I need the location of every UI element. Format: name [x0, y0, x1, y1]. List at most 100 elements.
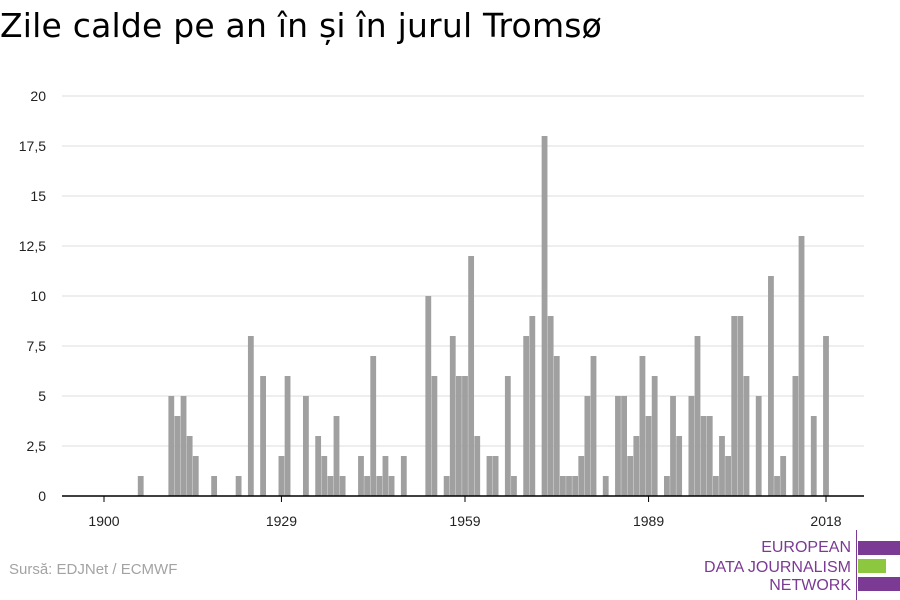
bar-1936: [321, 456, 328, 496]
bar-1967: [511, 476, 517, 496]
edjnet-logo: EUROPEAN DATA JOURNALISM NETWORK: [700, 530, 900, 600]
bar-1996: [688, 396, 695, 496]
bar-1953: [425, 296, 432, 496]
bar-1977: [572, 476, 579, 496]
bar-1989: [645, 416, 652, 496]
y-tick-label: 20: [30, 88, 46, 104]
bar-1924: [247, 336, 254, 496]
y-tick-label: 7,5: [27, 338, 47, 354]
bar-1915: [192, 456, 199, 496]
bar-2000: [712, 476, 719, 496]
bar-1958: [455, 376, 462, 496]
bar-1976: [566, 476, 572, 496]
x-tick-label: 1929: [266, 513, 297, 529]
bar-1961: [474, 436, 481, 496]
bar-1972: [541, 136, 548, 496]
y-tick-label: 15: [30, 188, 46, 204]
bar-2002: [725, 456, 732, 496]
bar-1937: [327, 476, 334, 496]
bar-2014: [798, 236, 805, 496]
x-axis-labels: 1900 1929 1959 1989 2018: [88, 496, 842, 529]
x-tick-label: 1959: [449, 513, 480, 529]
bar-1938: [333, 416, 340, 496]
bar-2010: [774, 476, 780, 496]
bar-1980: [590, 356, 597, 496]
bar-1993: [670, 396, 676, 496]
bar-1933: [303, 396, 309, 496]
bar-1959: [462, 376, 468, 496]
bar-1918: [211, 476, 218, 496]
bar-1935: [315, 436, 322, 496]
bar-1914: [186, 436, 193, 496]
logo-divider: [856, 530, 857, 600]
bar-2005: [743, 376, 750, 496]
x-tick-label: 1989: [633, 513, 664, 529]
y-tick-label: 17,5: [19, 138, 46, 154]
bar-1930: [284, 376, 291, 496]
bar-2016: [810, 416, 817, 496]
bar-1992: [664, 476, 670, 496]
bar-2009: [768, 276, 774, 496]
logo-bar-green: [858, 559, 886, 573]
bar-1946: [382, 456, 389, 496]
bar-1926: [260, 376, 266, 496]
bar-1913: [180, 396, 187, 496]
logo-line-1: EUROPEAN: [761, 539, 851, 556]
y-tick-label: 10: [30, 288, 46, 304]
bar-2004: [737, 316, 744, 496]
bar-1975: [559, 476, 566, 496]
bar-1911: [168, 396, 175, 496]
logo-bar-purple-bottom: [858, 577, 900, 591]
bar-1999: [706, 416, 713, 496]
bar-1998: [700, 416, 707, 496]
bar-1942: [358, 456, 364, 496]
bar-1957: [449, 336, 456, 496]
logo-line-2: DATA JOURNALISM: [704, 559, 851, 576]
bar-1944: [370, 356, 377, 496]
bar-1954: [431, 376, 438, 496]
y-tick-label: 0: [38, 488, 46, 504]
y-tick-label: 12,5: [19, 238, 46, 254]
bar-1956: [443, 476, 450, 496]
bar-1960: [468, 256, 475, 496]
bar-1994: [676, 436, 683, 496]
source-note: Sursă: EDJNet / ECMWF: [9, 561, 178, 578]
bar-2001: [719, 436, 725, 496]
x-tick-label: 1900: [88, 513, 119, 529]
bar-1997: [694, 336, 701, 496]
bar-1984: [615, 396, 621, 496]
bar-1947: [388, 476, 395, 496]
bar-1964: [492, 456, 499, 496]
bar-1987: [633, 436, 640, 496]
y-tick-label: 5: [38, 388, 46, 404]
chart-title: Zile calde pe an în și în jurul Tromsø: [0, 6, 603, 45]
bar-1985: [621, 396, 627, 496]
bar-1970: [529, 316, 536, 496]
bar-1906: [137, 476, 144, 496]
bar-1988: [639, 356, 646, 496]
bar-1982: [602, 476, 609, 496]
bar-2003: [731, 316, 738, 496]
bars: [137, 136, 829, 496]
bar-2011: [780, 456, 787, 496]
bar-1978: [578, 456, 585, 496]
x-tick-label: 2018: [810, 513, 841, 529]
bar-1990: [651, 376, 658, 496]
bar-1969: [523, 336, 530, 496]
bar-1922: [235, 476, 242, 496]
logo-bar-purple-top: [858, 541, 900, 555]
logo-line-3: NETWORK: [769, 577, 851, 594]
bar-1979: [584, 396, 591, 496]
y-tick-label: 2,5: [27, 438, 47, 454]
bar-2007: [755, 396, 762, 496]
bar-1929: [278, 456, 285, 496]
y-axis-labels: 0 2,5 5 7,5 10 12,5 15 17,5 20: [19, 88, 46, 504]
bar-1966: [504, 376, 511, 496]
bar-1912: [174, 416, 181, 496]
bar-2018: [823, 336, 829, 496]
bar-1945: [376, 476, 383, 496]
bar-1949: [400, 456, 407, 496]
bar-1986: [627, 456, 634, 496]
bar-1939: [339, 476, 346, 496]
